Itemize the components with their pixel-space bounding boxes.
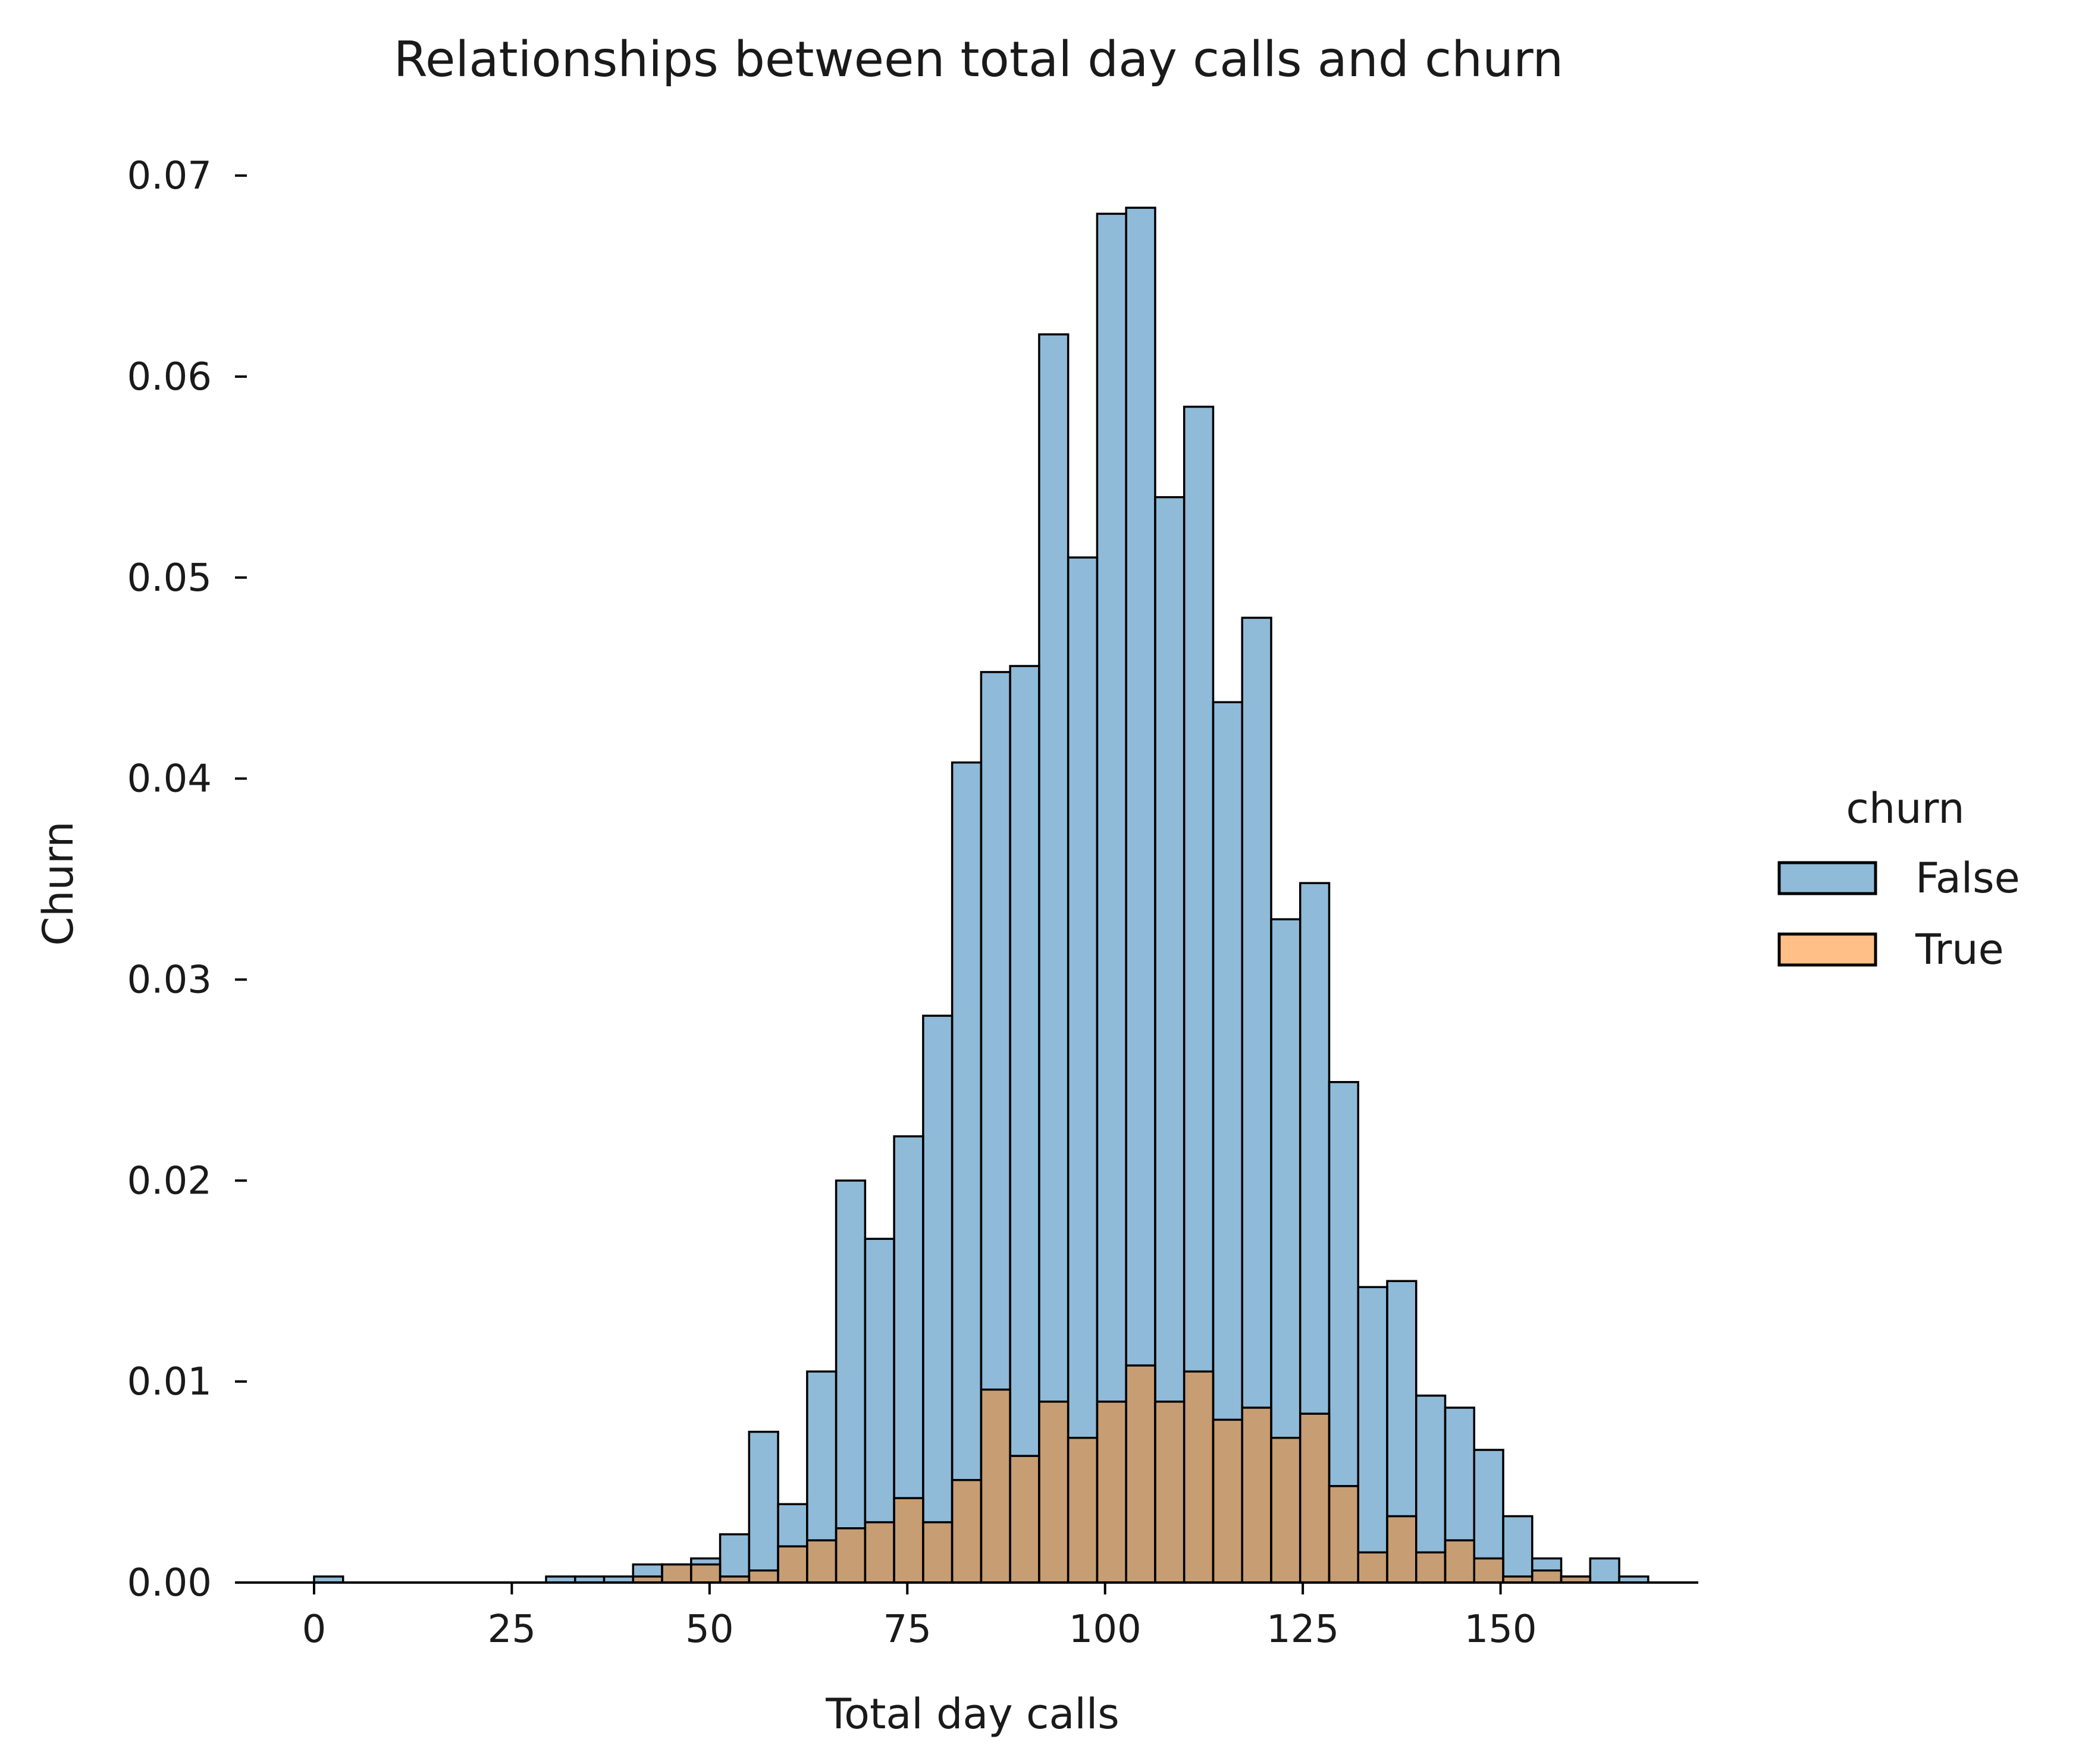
bar-true-13: [690, 1563, 722, 1584]
bar-true-27: [1096, 1400, 1127, 1584]
bar-true-40: [1473, 1557, 1504, 1584]
bar-true-28: [1125, 1364, 1156, 1584]
y-tick-label: 0.00: [127, 1561, 212, 1605]
bar-true-42: [1531, 1569, 1563, 1584]
x-axis-label: Total day calls: [825, 1690, 1120, 1738]
bar-true-19: [864, 1521, 895, 1584]
legend-swatch-false: [1777, 861, 1877, 895]
bar-true-35: [1328, 1485, 1359, 1584]
bar-true-39: [1444, 1539, 1476, 1584]
bar-true-34: [1299, 1412, 1331, 1584]
bar-true-20: [893, 1497, 924, 1584]
bar-false-36: [1357, 1286, 1388, 1584]
chart-title: Relationships between total day calls an…: [394, 32, 1564, 88]
bar-true-37: [1386, 1515, 1418, 1584]
legend-label-true: True: [1915, 925, 2004, 974]
bar-true-21: [922, 1521, 954, 1584]
bar-false-14: [719, 1533, 751, 1584]
bar-true-23: [980, 1388, 1011, 1584]
x-tick-label: 100: [1069, 1608, 1142, 1652]
bar-true-33: [1270, 1437, 1302, 1584]
bar-true-31: [1212, 1418, 1243, 1584]
bar-true-30: [1183, 1370, 1215, 1584]
bar-true-18: [835, 1527, 867, 1584]
legend-label-false: False: [1915, 854, 2020, 903]
bar-true-15: [748, 1569, 779, 1584]
bar-true-22: [951, 1478, 983, 1584]
bar-true-17: [806, 1539, 838, 1584]
x-tick-label: 50: [685, 1608, 733, 1652]
bar-true-16: [777, 1545, 808, 1584]
legend-title: churn: [1846, 784, 1964, 833]
bar-true-25: [1038, 1400, 1070, 1584]
y-tick-label: 0.02: [127, 1159, 212, 1203]
bar-true-38: [1415, 1551, 1447, 1584]
bar-false-24: [1009, 665, 1040, 1584]
bar-true-36: [1357, 1551, 1388, 1584]
bar-false-18: [835, 1179, 867, 1584]
bar-false-41: [1502, 1515, 1534, 1584]
bar-false-25: [1038, 333, 1070, 1584]
y-tick-label: 0.03: [127, 958, 212, 1002]
bar-true-29: [1154, 1400, 1186, 1584]
bar-false-27: [1096, 212, 1127, 1584]
series-false-bars: [313, 206, 1650, 1584]
bar-true-26: [1067, 1437, 1099, 1584]
bar-false-44: [1589, 1557, 1620, 1584]
x-tick-label: 75: [883, 1608, 932, 1652]
y-tick-label: 0.01: [127, 1360, 212, 1404]
y-tick-label: 0.07: [127, 154, 212, 198]
bar-false-26: [1067, 556, 1099, 1584]
bar-false-21: [922, 1014, 954, 1584]
x-tick-label: 150: [1464, 1608, 1536, 1652]
legend: churn False True: [1777, 784, 2020, 974]
x-tick-label: 25: [488, 1608, 536, 1652]
bar-true-24: [1009, 1455, 1040, 1584]
x-tick-label: 125: [1266, 1608, 1339, 1652]
y-axis-ticks: 0.00 0.01 0.02 0.03 0.04 0.05 0.06 0.07: [127, 154, 247, 1605]
bar-true-12: [661, 1563, 692, 1584]
y-tick-label: 0.06: [127, 355, 212, 399]
x-tick-label: 0: [302, 1608, 327, 1652]
legend-swatch-true: [1777, 932, 1877, 967]
bar-false-22: [951, 761, 983, 1584]
y-tick-label: 0.04: [127, 757, 212, 801]
bar-false-15: [748, 1430, 779, 1584]
y-tick-label: 0.05: [127, 556, 212, 600]
x-axis-ticks: 0 25 50 75 100 125 150: [302, 1583, 1537, 1652]
bar-true-32: [1241, 1406, 1272, 1584]
series-true-bars: [632, 1364, 1592, 1584]
y-axis-label: Churn: [34, 821, 83, 946]
